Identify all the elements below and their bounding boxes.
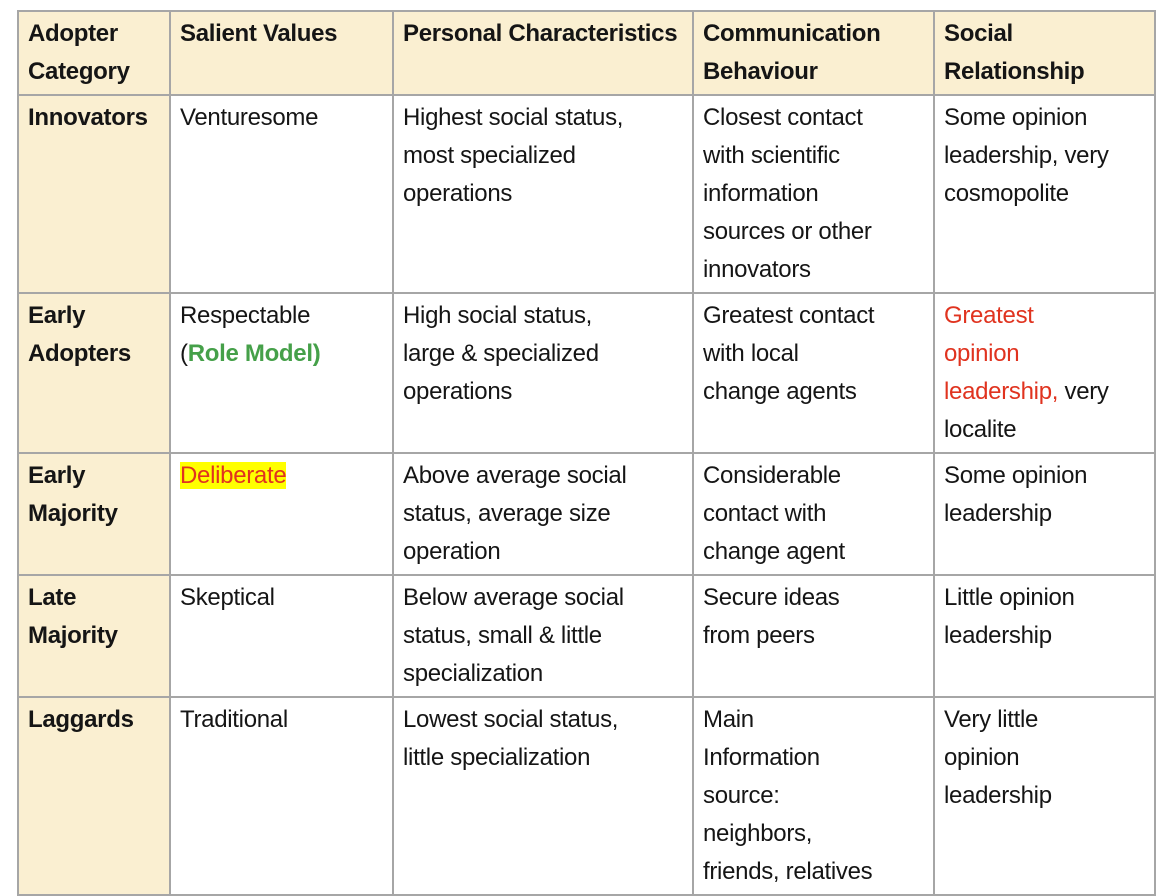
cell-personal-characteristics: High social status, large & specialized …: [392, 292, 694, 454]
text-run: Considerable contact with change agent: [703, 462, 845, 565]
text-run: Little opinion leadership: [944, 584, 1075, 649]
cell-communication-behaviour: Main Information source: neighbors, frie…: [692, 696, 935, 896]
table-row: Innovators Venturesome Highest social stat…: [17, 94, 1156, 294]
header-cell: Social Relationship: [933, 10, 1156, 96]
text-run: Traditional: [180, 706, 288, 733]
cell-salient-values: Traditional: [169, 696, 394, 896]
text-run: Some opinion leadership: [944, 462, 1088, 527]
cell-salient-values: Respectable (Role Model): [169, 292, 394, 454]
cell-social-relationship: Greatest opinion leadership, very locali…: [933, 292, 1156, 454]
text-run: Above average social status, average siz…: [403, 462, 627, 565]
header-cell: Personal Characteristics: [392, 10, 694, 96]
cell-communication-behaviour: Greatest contact with local change agent…: [692, 292, 935, 454]
text-run: Below average social status, small & lit…: [403, 584, 624, 687]
text-run: Venturesome: [180, 104, 319, 131]
header-cell: Communication Behaviour: [692, 10, 935, 96]
text-run: Deliberate: [180, 462, 287, 489]
text-run: Main Information source: neighbors, frie…: [703, 706, 873, 885]
cell-communication-behaviour: Secure ideas from peers: [692, 574, 935, 698]
text-run: Respectable (: [180, 302, 311, 367]
text-run: very localite: [944, 378, 1109, 443]
text-run: Greatest opinion leadership,: [944, 302, 1059, 405]
text-run: Some opinion leadership, very cosmopolit…: [944, 104, 1109, 207]
cell-social-relationship: Little opinion leadership: [933, 574, 1156, 698]
text-run: Greatest contact with local change agent…: [703, 302, 875, 405]
table-body: Innovators Venturesome Highest social stat…: [17, 94, 1156, 896]
cell-salient-values: Skeptical: [169, 574, 394, 698]
text-run: Lowest social status, little specializat…: [403, 706, 619, 771]
table-header: Adopter Category Salient Values Personal C…: [17, 10, 1156, 96]
category-cell: Early Majority: [17, 452, 171, 576]
cell-social-relationship: Some opinion leadership: [933, 452, 1156, 576]
cell-personal-characteristics: Highest social status, most specialized …: [392, 94, 694, 294]
table-row: Laggards Traditional Lowest social status,…: [17, 696, 1156, 896]
text-run: Skeptical: [180, 584, 275, 611]
table-row: Early Majority Deliberate Above average so…: [17, 452, 1156, 576]
adopter-categories-table: Adopter Category Salient Values Personal C…: [17, 10, 1156, 896]
text-run: Secure ideas from peers: [703, 584, 840, 649]
cell-social-relationship: Very little opinion leadership: [933, 696, 1156, 896]
cell-personal-characteristics: Lowest social status, little specializat…: [392, 696, 694, 896]
cell-salient-values: Deliberate: [169, 452, 394, 576]
text-run: High social status, large & specialized …: [403, 302, 599, 405]
category-cell: Laggards: [17, 696, 171, 896]
table-row: Early Adopters Respectable (Role Model) Hi…: [17, 292, 1156, 454]
cell-salient-values: Venturesome: [169, 94, 394, 294]
text-run: Highest social status, most specialized …: [403, 104, 624, 207]
text-run: Very little opinion leadership: [944, 706, 1052, 809]
cell-personal-characteristics: Below average social status, small & lit…: [392, 574, 694, 698]
category-cell: Early Adopters: [17, 292, 171, 454]
header-cell: Adopter Category: [17, 10, 171, 96]
text-run: Role Model): [187, 340, 321, 367]
cell-social-relationship: Some opinion leadership, very cosmopolit…: [933, 94, 1156, 294]
table-row: Late Majority Skeptical Below average soci…: [17, 574, 1156, 698]
header-row: Adopter Category Salient Values Personal C…: [17, 10, 1156, 96]
cell-personal-characteristics: Above average social status, average siz…: [392, 452, 694, 576]
cell-communication-behaviour: Considerable contact with change agent: [692, 452, 935, 576]
text-run: Closest contact with scientific informat…: [703, 104, 872, 283]
cell-communication-behaviour: Closest contact with scientific informat…: [692, 94, 935, 294]
header-cell: Salient Values: [169, 10, 394, 96]
category-cell: Innovators: [17, 94, 171, 294]
category-cell: Late Majority: [17, 574, 171, 698]
